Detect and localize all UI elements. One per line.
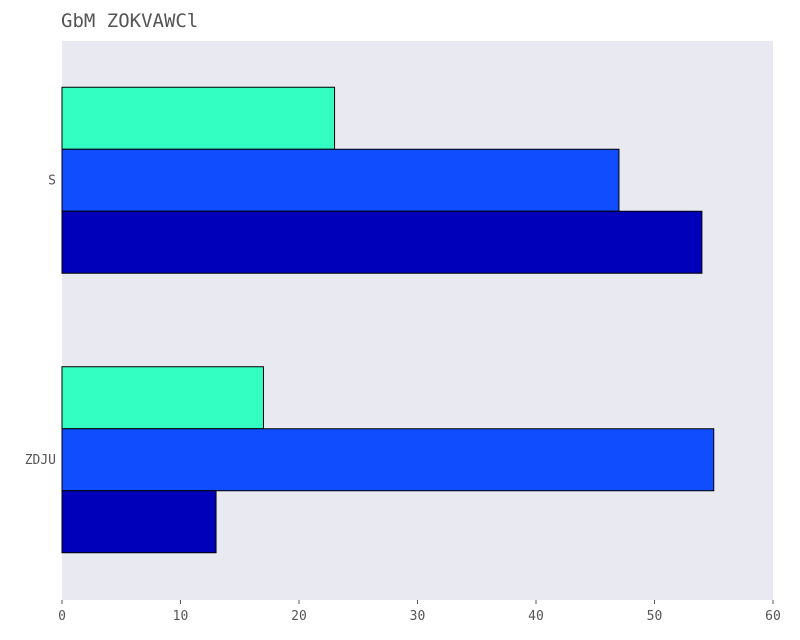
x-axis: 0 10 20 30 40 50 60 [58,600,781,624]
x-tick-label: 10 [173,609,189,624]
x-tick-label: 60 [765,609,781,624]
bar-s-series-1 [62,87,335,149]
x-tick-label: 50 [647,609,663,624]
bar-s-series-3 [62,211,702,273]
bar-zdju-series-1 [62,367,263,429]
x-tick-label: 20 [291,609,307,624]
y-axis: S ZDJU [25,173,56,468]
bar-zdju-series-2 [62,429,714,491]
x-tick-label: 40 [528,609,544,624]
y-tick-label: ZDJU [25,453,56,468]
x-tick-label: 30 [410,609,426,624]
bar-s-series-2 [62,149,619,211]
x-tick-label: 0 [58,609,66,624]
y-tick-label: S [48,173,56,188]
bar-zdju-series-3 [62,491,216,553]
